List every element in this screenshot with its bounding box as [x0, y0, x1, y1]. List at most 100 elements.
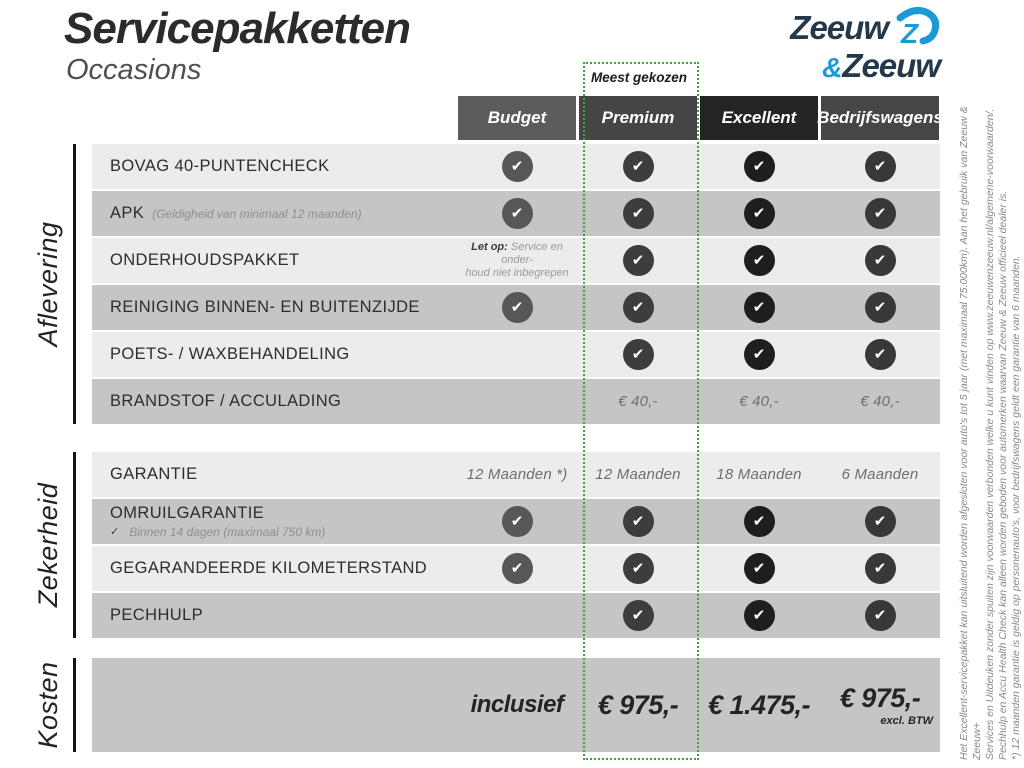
row-label: GEGARANDEERDE KILOMETERSTAND: [110, 546, 427, 591]
row-label-note: (Geldigheid van minimaal 12 maanden): [152, 207, 362, 221]
column-header-premium: Premium: [579, 96, 697, 140]
svg-text:Z: Z: [900, 18, 919, 49]
row-label-line: OMRUILGARANTIE: [110, 504, 325, 523]
cell-excellent: ✔: [700, 593, 818, 638]
cell-budget: ✔: [458, 546, 576, 591]
cell-excellent: ✔: [700, 285, 818, 330]
cell-bedrijfswagens: € 975,- excl. BTW: [821, 658, 939, 752]
row-label-text: REINIGING BINNEN- EN BUITENZIJDE: [110, 298, 420, 316]
price-sub-note: excl. BTW: [880, 715, 933, 727]
cell-excellent: ✔: [700, 144, 818, 189]
table-row-kosten: inclusief € 975,- € 1.475,- € 975,- excl. BT…: [92, 658, 940, 752]
row-label-text: ONDERHOUDSPAKKET: [110, 251, 300, 269]
check-icon: ✔: [864, 151, 896, 182]
row-label: PECHHULP: [110, 593, 203, 638]
section-line-aflevering: [73, 144, 76, 424]
check-icon: ✔: [622, 506, 654, 537]
check-icon: ✔: [501, 553, 533, 584]
logo-word1: Zeeuw: [790, 9, 889, 46]
table-row-onderhoudspakket: ONDERHOUDSPAKKET Let op: Service en onder…: [92, 238, 940, 283]
row-label-text: PECHHULP: [110, 606, 204, 624]
row-label-text: BOVAG 40-PUNTENCHECK: [110, 157, 330, 175]
disclaimer-text: Het Excellent-servicepakket kan uitsluit…: [958, 86, 1023, 760]
row-label-text: APK: [110, 204, 145, 222]
column-header-bedrijfswagens: Bedrijfswagens: [817, 96, 943, 140]
cell-excellent: € 40,-: [700, 379, 818, 424]
cell-excellent: ✔: [700, 546, 818, 591]
check-icon: ✔: [743, 506, 775, 537]
table-row-poets-waxbehandeling: POETS- / WAXBEHANDELING ✔ ✔ ✔: [92, 332, 940, 377]
cell-budget: [458, 593, 576, 638]
cell-budget: ✔: [458, 144, 576, 189]
row-label: OMRUILGARANTIE ✓ Binnen 14 dagen (maximaal…: [110, 499, 325, 544]
cell-premium: 12 Maanden: [579, 452, 697, 497]
row-label-line: BOVAG 40-PUNTENCHECK: [110, 157, 330, 176]
check-icon: ✔: [864, 292, 896, 323]
cell-bedrijfswagens: ✔: [821, 546, 939, 591]
page-title: Servicepakketten: [64, 4, 411, 53]
cell-premium: ✔: [579, 285, 697, 330]
price-value: inclusief: [470, 691, 564, 718]
cell-value: € 40,-: [860, 393, 900, 410]
cell-premium: € 975,-: [579, 658, 697, 752]
cell-note: Let op: Service en onder-houd niet inbeg…: [465, 241, 569, 279]
row-label-line: ONDERHOUDSPAKKET: [110, 251, 299, 270]
row-label-line: GEGARANDEERDE KILOMETERSTAND: [110, 559, 427, 578]
row-label-text: POETS- / WAXBEHANDELING: [110, 345, 350, 363]
cell-value: 12 Maanden: [595, 466, 681, 483]
cell-excellent: 18 Maanden: [700, 452, 818, 497]
cell-value: € 40,-: [618, 393, 658, 410]
check-icon: ✔: [864, 600, 896, 631]
row-label-line: BRANDSTOF / ACCULADING: [110, 392, 341, 411]
price-value: € 975,-: [839, 683, 921, 713]
table-row-garantie: GARANTIE 12 Maanden *) 12 Maanden 18 Maande…: [92, 452, 940, 497]
price-value: € 1.475,-: [707, 689, 811, 720]
logo-ampersand: &: [822, 52, 842, 83]
cell-value: € 40,-: [739, 393, 779, 410]
cell-bedrijfswagens: ✔: [821, 238, 939, 283]
cell-budget: ✔: [458, 191, 576, 236]
row-label-line: PECHHULP: [110, 606, 203, 625]
table-row-apk: APK (Geldigheid van minimaal 12 maanden) ✔…: [92, 191, 940, 236]
cell-premium: ✔: [579, 238, 697, 283]
cell-premium: € 40,-: [579, 379, 697, 424]
check-icon: ✔: [501, 506, 533, 537]
row-label-text: OMRUILGARANTIE: [110, 504, 265, 522]
check-icon: ✔: [743, 600, 775, 631]
cell-excellent: ✔: [700, 191, 818, 236]
section-line-zekerheid: [73, 452, 76, 638]
check-icon: ✔: [743, 151, 775, 182]
section-label-zekerheid: Zekerheid: [33, 482, 63, 608]
check-icon: ✔: [743, 245, 775, 276]
column-header-budget: Budget: [458, 96, 576, 140]
cell-bedrijfswagens: € 40,-: [821, 379, 939, 424]
cell-note-bold: Let op:: [471, 241, 508, 253]
cell-bedrijfswagens: ✔: [821, 593, 939, 638]
cell-premium: ✔: [579, 546, 697, 591]
cell-budget: ✔: [458, 499, 576, 544]
cell-budget: 12 Maanden *): [458, 452, 576, 497]
cell-premium: ✔: [579, 593, 697, 638]
check-icon: ✔: [743, 292, 775, 323]
logo-z-swirl-icon: Z: [896, 6, 940, 49]
cell-excellent: ✔: [700, 499, 818, 544]
check-icon: ✔: [743, 339, 775, 370]
column-header-excellent: Excellent: [700, 96, 818, 140]
row-label-line: REINIGING BINNEN- EN BUITENZIJDE: [110, 298, 420, 317]
disclaimer-line: Het Excellent-servicepakket kan uitsluit…: [958, 106, 983, 760]
check-icon: ✔: [864, 506, 896, 537]
cell-premium: ✔: [579, 144, 697, 189]
check-icon: ✔: [743, 198, 775, 229]
check-icon: ✔: [501, 292, 533, 323]
disclaimer-line: *) 12 maanden garantie is geldig op pers…: [1010, 255, 1022, 760]
cell-premium: ✔: [579, 191, 697, 236]
title-block: Servicepakketten Occasions: [64, 4, 411, 86]
cell-bedrijfswagens: ✔: [821, 144, 939, 189]
cell-budget: [458, 379, 576, 424]
price-value: € 975,-: [597, 689, 679, 720]
row-label-line: POETS- / WAXBEHANDELING: [110, 345, 350, 364]
cell-bedrijfswagens: 6 Maanden: [821, 452, 939, 497]
table-row-reiniging-binnen-en-buitenzijde: REINIGING BINNEN- EN BUITENZIJDE ✔ ✔ ✔ ✔: [92, 285, 940, 330]
